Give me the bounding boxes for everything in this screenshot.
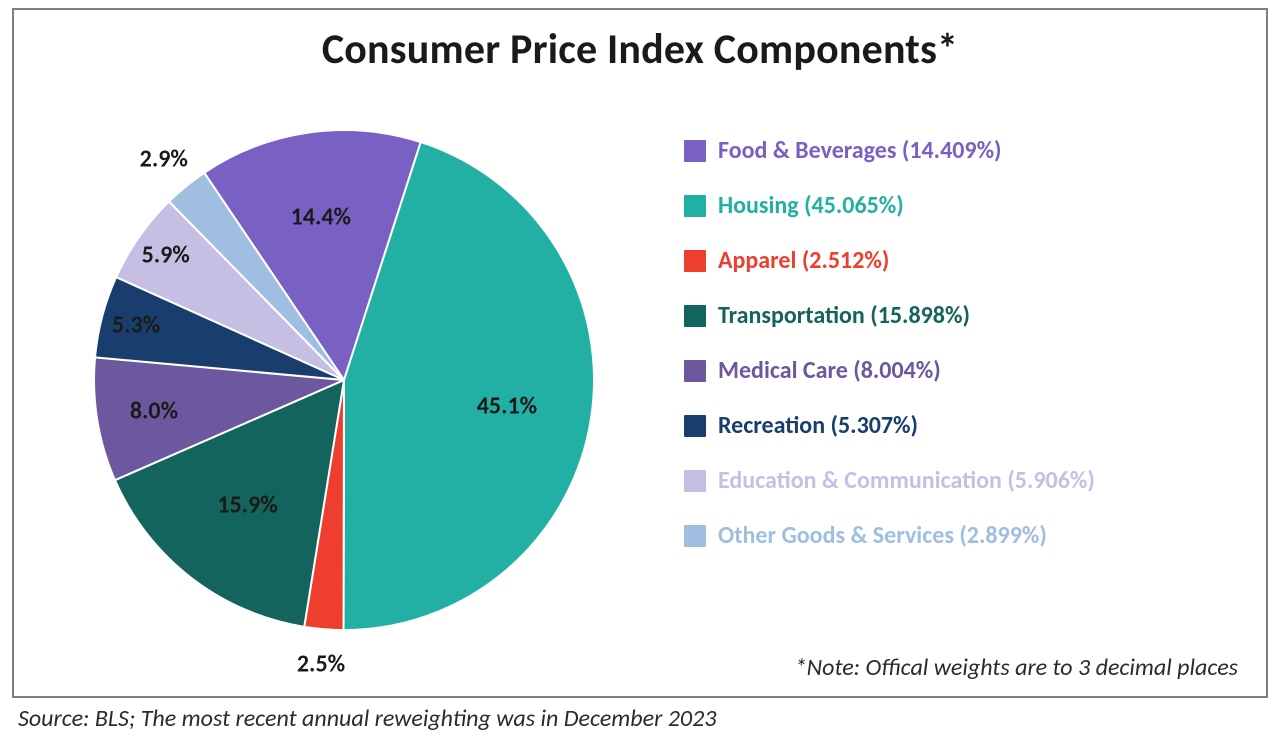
legend-label: Other Goods & Services (2.899%) [718,521,1047,550]
legend-item: Medical Care (8.004%) [684,356,1244,385]
pie-data-label: 2.9% [140,145,188,174]
pie-wrap: 14.4%45.1%2.5%15.9%8.0%5.3%5.9%2.9% [64,100,624,660]
legend-item: Education & Communication (5.906%) [684,466,1244,495]
pie-data-label: 8.0% [130,396,178,425]
legend-swatch [684,140,706,162]
legend-label: Housing (45.065%) [718,191,904,220]
pie-chart [64,100,624,660]
pie-data-label: 45.1% [477,391,537,420]
pie-data-label: 2.5% [297,650,345,679]
legend-item: Housing (45.065%) [684,191,1244,220]
pie-data-label: 14.4% [291,202,351,231]
legend-item: Other Goods & Services (2.899%) [684,521,1244,550]
legend-label: Medical Care (8.004%) [718,356,941,385]
legend-item: Apparel (2.512%) [684,246,1244,275]
legend-swatch [684,250,706,272]
pie-data-label: 5.9% [142,241,190,270]
legend-label: Transportation (15.898%) [718,301,970,330]
pie-data-label: 5.3% [112,311,160,340]
legend-item: Transportation (15.898%) [684,301,1244,330]
legend-swatch [684,415,706,437]
legend-swatch [684,305,706,327]
legend-label: Education & Communication (5.906%) [718,466,1095,495]
chart-note: *Note: Offical weights are to 3 decimal … [795,653,1238,682]
legend-label: Apparel (2.512%) [718,246,889,275]
legend-item: Recreation (5.307%) [684,411,1244,440]
legend-swatch [684,470,706,492]
legend-swatch [684,525,706,547]
legend: Food & Beverages (14.409%) Housing (45.06… [684,136,1244,576]
legend-swatch [684,195,706,217]
legend-item: Food & Beverages (14.409%) [684,136,1244,165]
legend-label: Food & Beverages (14.409%) [718,136,1002,165]
chart-container: Consumer Price Index Components* 14.4% 45… [0,0,1280,745]
chart-plot-area: Consumer Price Index Components* 14.4% 45… [12,8,1268,698]
chart-title: Consumer Price Index Components* [14,24,1266,75]
pie-data-label: 15.9% [217,490,277,519]
legend-swatch [684,360,706,382]
chart-source: Source: BLS; The most recent annual rewe… [18,704,1268,733]
legend-label: Recreation (5.307%) [718,411,918,440]
